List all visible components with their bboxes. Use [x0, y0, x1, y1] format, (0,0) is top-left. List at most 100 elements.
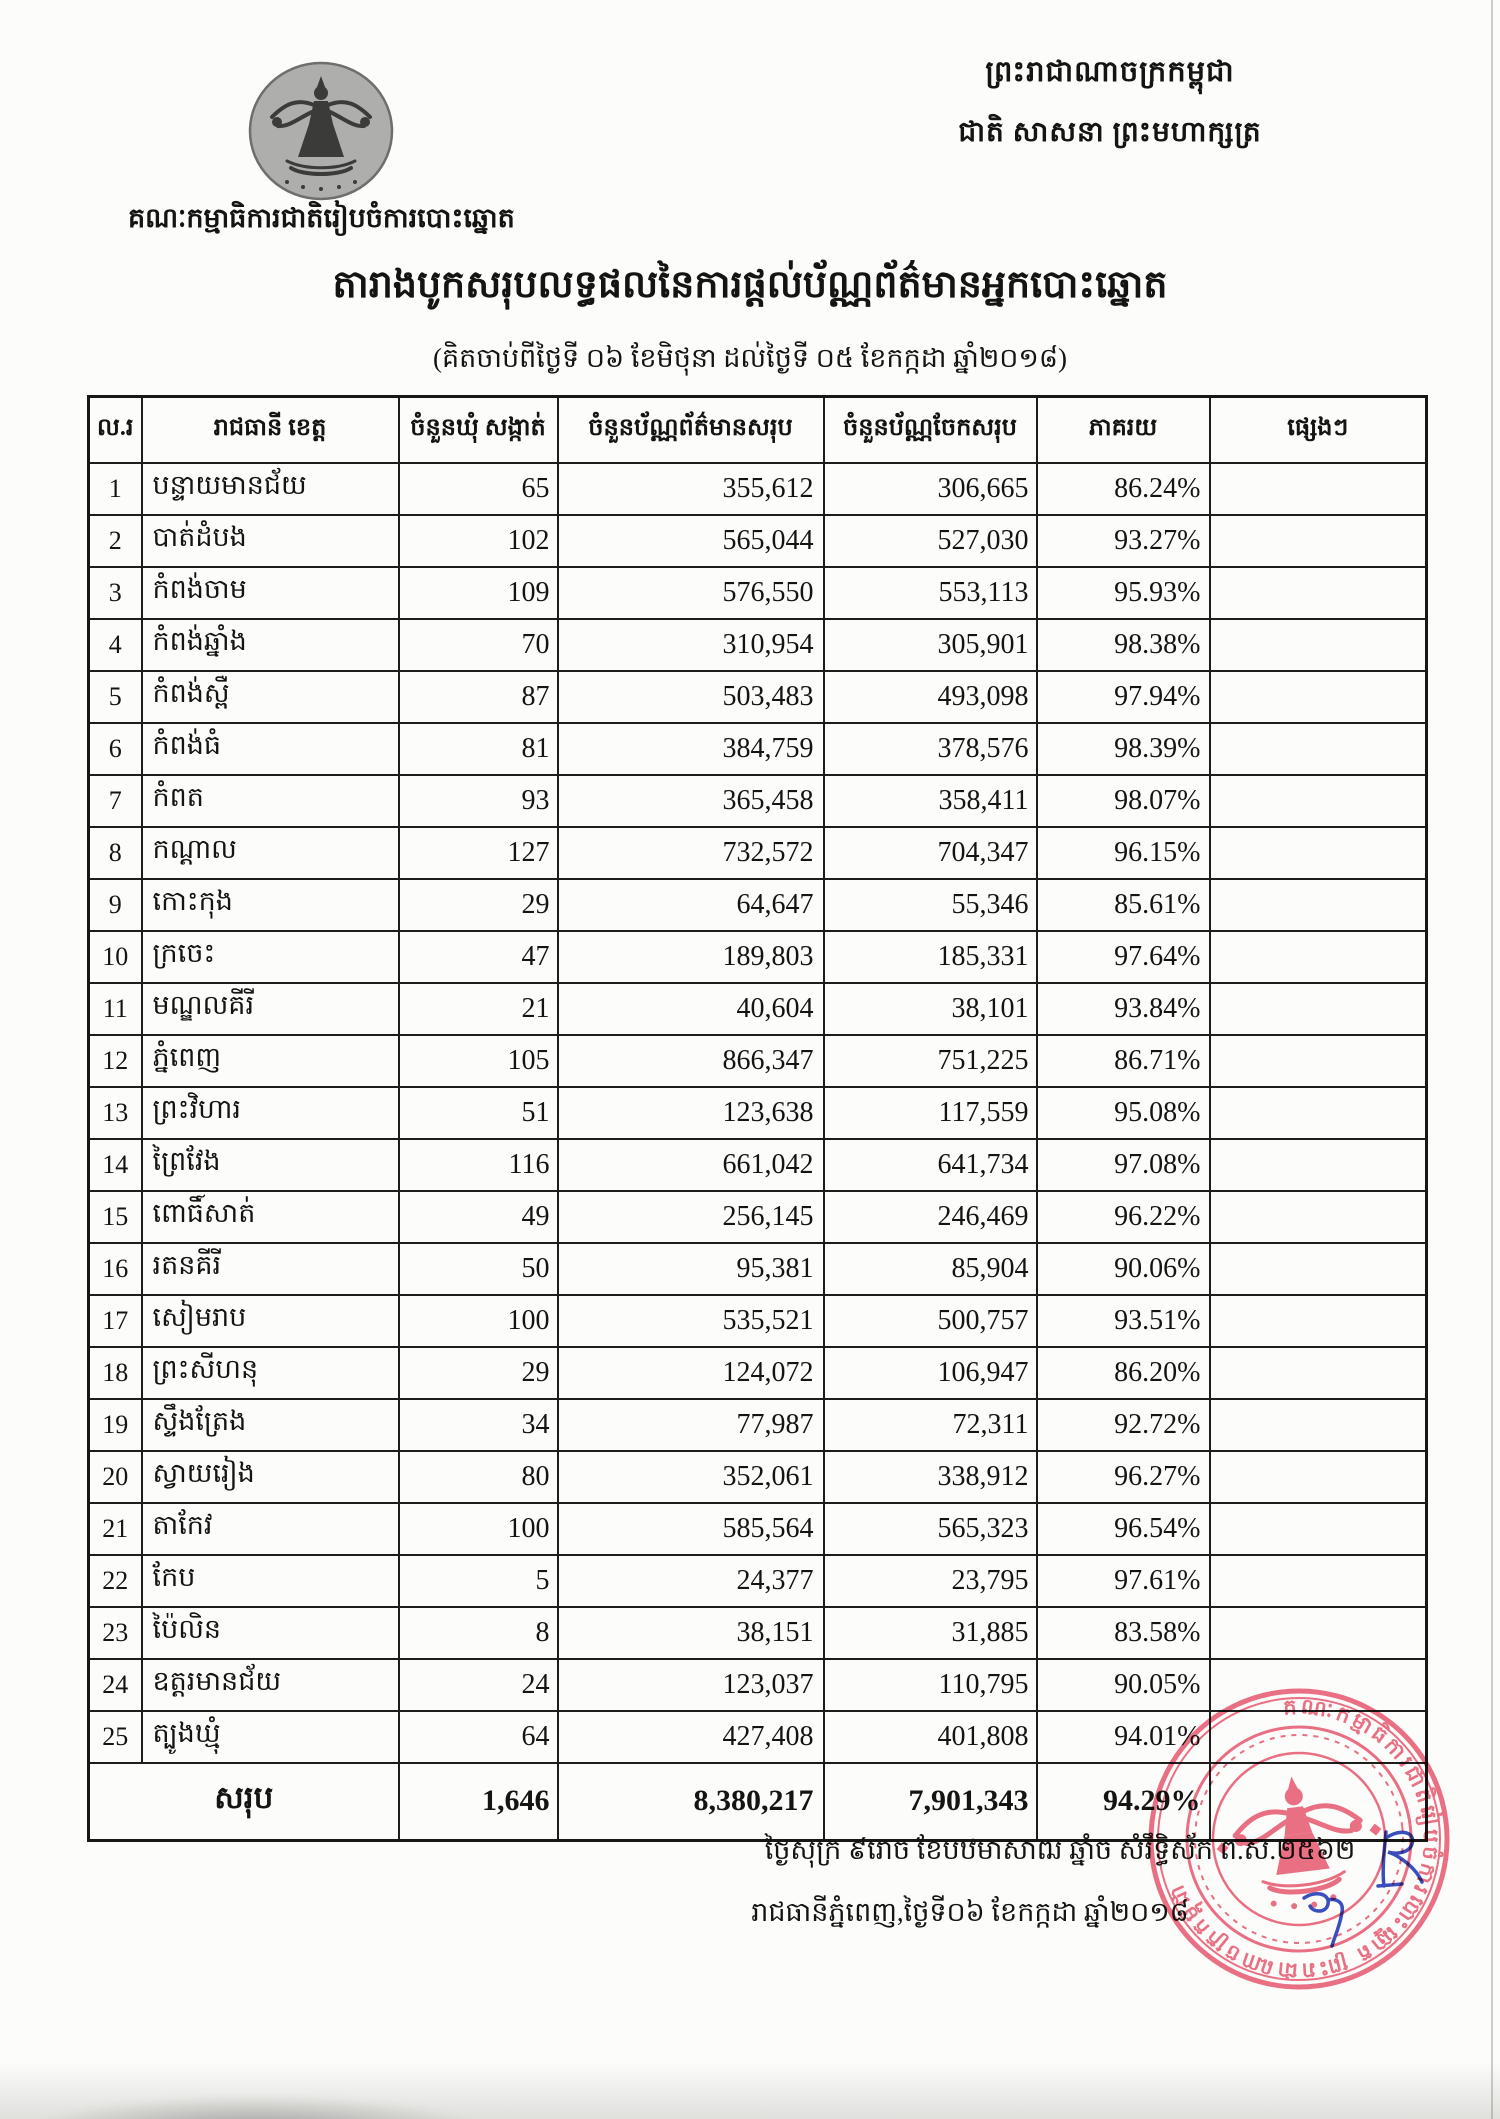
table-row: 25 ត្បូងឃ្មុំ 64 427,408 401,808 94.01%: [87, 1709, 1428, 1764]
distributed-cards-value: 305,901: [822, 617, 1038, 672]
total-cards-value: 732,572: [556, 825, 825, 880]
table-row: 18 ព្រះសីហនុ 29 124,072 106,947 86.20%: [87, 1345, 1428, 1400]
nec-red-stamp-icon: គណៈកម្មាធិការជាតិរៀបចំការបោះឆ្នោត ព្រះរា…: [1142, 1678, 1462, 2000]
province-name: កោះកុង: [140, 877, 400, 932]
table-row: 20 ស្វាយរៀង 80 352,061 338,912 96.27%: [87, 1449, 1428, 1504]
note-cell: [1208, 1553, 1428, 1608]
total-cards-value: 427,408: [556, 1709, 825, 1764]
note-cell: [1208, 669, 1428, 724]
commune-count: 81: [397, 721, 559, 776]
table-row: 19 ស្ទឹងត្រែង 34 77,987 72,311 92.72%: [87, 1397, 1428, 1452]
province-name: រតនគីរី: [140, 1241, 400, 1296]
nec-round-seal-icon: [248, 61, 394, 201]
row-number: 1: [87, 461, 143, 516]
percentage-value: 92.72%: [1035, 1397, 1211, 1452]
distributed-cards-value: 246,469: [822, 1189, 1038, 1244]
province-name: កណ្តាល: [140, 825, 400, 880]
note-cell: [1208, 1397, 1428, 1452]
total-cards-value: 38,151: [556, 1605, 825, 1660]
distributed-cards-value: 23,795: [822, 1553, 1038, 1608]
note-cell: [1208, 513, 1428, 568]
distributed-cards-value: 72,311: [822, 1397, 1038, 1452]
commune-count: 116: [397, 1137, 559, 1192]
commune-count: 34: [397, 1397, 559, 1452]
row-number: 5: [87, 669, 143, 724]
row-number: 4: [87, 617, 143, 672]
percentage-value: 93.27%: [1035, 513, 1211, 568]
percentage-value: 86.24%: [1035, 461, 1211, 516]
total-cards-value: 503,483: [556, 669, 825, 724]
commune-count: 102: [397, 513, 559, 568]
total-cards-sum: 8,380,217: [556, 1761, 825, 1842]
note-cell: [1208, 1241, 1428, 1296]
percentage-value: 97.08%: [1035, 1137, 1211, 1192]
table-row: 24 ឧត្តរមានជ័យ 24 123,037 110,795 90.05%: [87, 1657, 1428, 1712]
percentage-value: 90.05%: [1035, 1657, 1211, 1712]
distributed-cards-value: 85,904: [822, 1241, 1038, 1296]
table-row: 12 ភ្នំពេញ 105 866,347 751,225 86.71%: [87, 1033, 1428, 1088]
distributed-cards-value: 493,098: [822, 669, 1038, 724]
header-communes: ចំនួនឃុំ សង្កាត់: [397, 395, 559, 464]
distributed-cards-value: 110,795: [822, 1657, 1038, 1712]
row-number: 12: [87, 1033, 143, 1088]
province-name: កំពង់ស្ពឺ: [140, 669, 400, 724]
row-number: 19: [87, 1397, 143, 1452]
note-cell: [1208, 617, 1428, 672]
percentage-value: 86.71%: [1035, 1033, 1211, 1088]
percentage-value: 83.58%: [1035, 1605, 1211, 1660]
distributed-cards-value: 553,113: [822, 565, 1038, 620]
row-number: 17: [87, 1293, 143, 1348]
total-cards-value: 661,042: [556, 1137, 825, 1192]
table-header: ល.រ រាជធានី ខេត្ត ចំនួនឃុំ សង្កាត់ ចំនួន…: [87, 395, 1428, 464]
percentage-value: 98.38%: [1035, 617, 1211, 672]
total-communes: 1,646: [397, 1761, 559, 1842]
commune-count: 87: [397, 669, 559, 724]
total-cards-value: 77,987: [556, 1397, 825, 1452]
percentage-value: 96.27%: [1035, 1449, 1211, 1504]
province-name: មណ្ឌលគីរី: [140, 981, 400, 1036]
commune-count: 64: [397, 1709, 559, 1764]
province-name: ស្វាយរៀង: [140, 1449, 400, 1504]
percentage-value: 96.54%: [1035, 1501, 1211, 1556]
total-cards-value: 24,377: [556, 1553, 825, 1608]
table-row: 15 ពោធិ៍សាត់ 49 256,145 246,469 96.22%: [87, 1189, 1428, 1244]
kingdom-motto: ព្រះរាជាណាចក្រកម្ពុជា ជាតិ សាសនា ព្រះមហា…: [880, 54, 1340, 155]
commune-count: 100: [397, 1293, 559, 1348]
province-name: សៀមរាប: [140, 1293, 400, 1348]
table-row: 10 ក្រចេះ 47 189,803 185,331 97.64%: [87, 929, 1428, 984]
table-row: 14 ព្រៃវែង 116 661,042 641,734 97.08%: [87, 1137, 1428, 1192]
percentage-value: 93.51%: [1035, 1293, 1211, 1348]
row-number: 23: [87, 1605, 143, 1660]
header-notes: ផ្សេងៗ: [1208, 395, 1428, 464]
page-subtitle: (គិតចាប់ពីថ្ងៃទី ០៦ ខែមិថុនា ដល់ថ្ងៃទី ០…: [433, 343, 1067, 373]
commune-count: 5: [397, 1553, 559, 1608]
total-cards-value: 585,564: [556, 1501, 825, 1556]
row-number: 13: [87, 1085, 143, 1140]
header-distributed-cards: ចំនួនប័ណ្ណចែកសរុប: [822, 395, 1038, 464]
total-cards-value: 565,044: [556, 513, 825, 568]
percentage-value: 96.22%: [1035, 1189, 1211, 1244]
note-cell: [1208, 721, 1428, 776]
note-cell: [1208, 929, 1428, 984]
total-cards-value: 576,550: [556, 565, 825, 620]
percentage-value: 97.61%: [1035, 1553, 1211, 1608]
place-date-line: រាជធានីភ្នំពេញ,ថ្ងៃទី០៦ ខែកក្កដា ឆ្នាំ២០…: [751, 1897, 1189, 1927]
percentage-value: 94.01%: [1035, 1709, 1211, 1764]
province-name: កំពង់ធំ: [140, 721, 400, 776]
row-number: 6: [87, 721, 143, 776]
table-row: 5 កំពង់ស្ពឺ 87 503,483 493,098 97.94%: [87, 669, 1428, 724]
province-name: ព្រះសីហនុ: [140, 1345, 400, 1400]
commune-count: 29: [397, 1345, 559, 1400]
header-no: ល.រ: [87, 395, 143, 464]
percentage-value: 95.93%: [1035, 565, 1211, 620]
percentage-value: 98.39%: [1035, 721, 1211, 776]
percentage-value: 93.84%: [1035, 981, 1211, 1036]
results-table: ល.រ រាជធានី ខេត្ត ចំនួនឃុំ សង្កាត់ ចំនួន…: [87, 395, 1428, 1842]
total-cards-value: 365,458: [556, 773, 825, 828]
province-name: កំពង់ឆ្នាំង: [140, 617, 400, 672]
row-number: 22: [87, 1553, 143, 1608]
row-number: 16: [87, 1241, 143, 1296]
table-row: 21 តាកែវ 100 585,564 565,323 96.54%: [87, 1501, 1428, 1556]
nec-seal-logo: [247, 60, 395, 202]
note-cell: [1208, 773, 1428, 828]
